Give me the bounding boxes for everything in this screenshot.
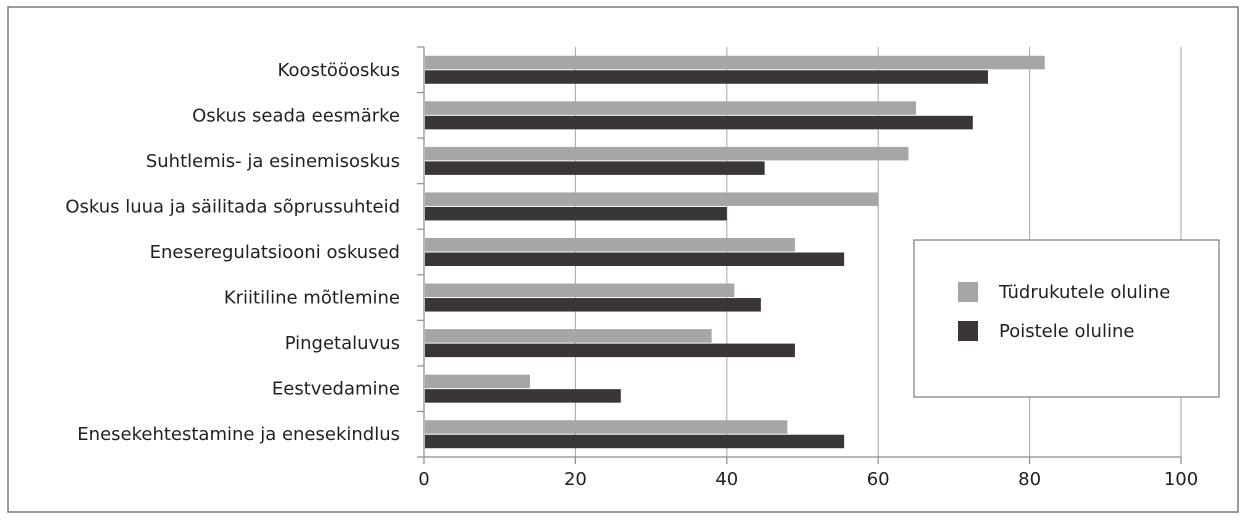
bar-girls-0	[425, 55, 1045, 70]
x-tick-label: 60	[867, 469, 890, 490]
category-label: Enesekehtestamine ja enesekindlus	[77, 424, 400, 445]
bar-girls-1	[425, 101, 917, 115]
bar-girls-7	[425, 374, 530, 389]
bar-girls-6	[425, 329, 712, 343]
bar-boys-1	[425, 115, 973, 130]
bar-boys-3	[425, 206, 727, 221]
category-labels: Koostööoskus Oskus seada eesmärke Suhtlemi…	[65, 60, 400, 445]
category-label: Koostööoskus	[278, 60, 400, 81]
category-label: Eestvedamine	[272, 379, 400, 400]
category-label: Suhtlemis- ja esinemisoskus	[146, 151, 400, 172]
bar-boys-5	[425, 298, 761, 312]
category-label: Oskus luua ja säilitada sõprussuhteid	[65, 196, 400, 217]
x-tick-label: 20	[564, 469, 587, 490]
bar-boys-2	[425, 161, 765, 175]
bar-boys-7	[425, 389, 621, 403]
bar-girls-8	[425, 420, 788, 434]
bar-boys-0	[425, 70, 988, 84]
x-tick-label: 80	[1018, 469, 1041, 490]
bar-boys-8	[425, 434, 845, 449]
legend-swatch-girls	[958, 282, 978, 302]
category-label: Oskus seada eesmärke	[192, 105, 400, 126]
bar-girls-4	[425, 238, 795, 252]
x-tick-label: 0	[418, 469, 429, 490]
bar-girls-5	[425, 283, 735, 298]
chart-frame	[7, 6, 1239, 513]
bars	[425, 55, 1045, 449]
legend-swatch-boys	[958, 321, 978, 341]
legend-box	[913, 239, 1220, 398]
legend-label-girls: Tüdrukutele oluline	[998, 282, 1170, 303]
x-tick-labels: 0 20 40 60 80 100	[418, 469, 1198, 490]
legend-label-boys: Poistele oluline	[999, 321, 1134, 342]
x-tick-label: 100	[1164, 469, 1198, 490]
x-tick-label: 40	[715, 469, 738, 490]
category-label: Eneseregulatsiooni oskused	[150, 242, 400, 263]
bar-boys-4	[425, 252, 845, 266]
category-label: Pingetaluvus	[285, 333, 400, 354]
bar-boys-6	[425, 343, 795, 358]
category-label: Kriitiline mõtlemine	[224, 288, 400, 309]
axes	[417, 46, 1182, 464]
bar-girls-3	[425, 192, 879, 206]
bar-girls-2	[425, 146, 909, 161]
legend: Tüdrukutele oluline Poistele oluline	[913, 239, 1220, 398]
